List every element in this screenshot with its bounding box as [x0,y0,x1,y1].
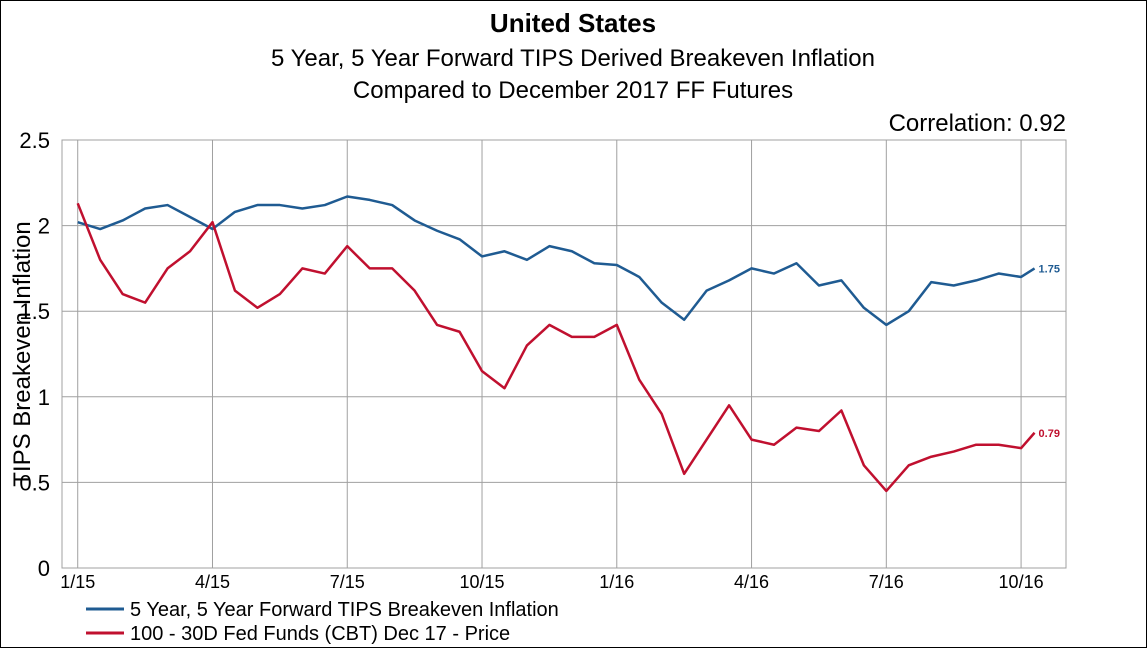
legend-label: 5 Year, 5 Year Forward TIPS Breakeven In… [130,599,559,621]
chart-title: United States [490,8,656,38]
value-label: 0.79 [1039,428,1060,440]
x-tick-label: 4/15 [195,572,230,592]
y-tick-label: 2.5 [19,128,50,153]
y-tick-label: 0 [38,556,50,581]
x-tick-label: 10/16 [999,572,1044,592]
y-tick-label: 1.5 [19,299,50,324]
y-tick-label: 2 [38,214,50,239]
x-tick-label: 10/15 [459,572,504,592]
x-tick-label: 4/16 [734,572,769,592]
x-tick-label: 7/16 [869,572,904,592]
x-tick-label: 1/16 [599,572,634,592]
value-label: 1.75 [1039,263,1060,275]
series-line [77,195,1036,327]
legend-label: 100 - 30D Fed Funds (CBT) Dec 17 - Price [130,623,510,645]
y-tick-label: 0.5 [19,470,50,495]
annotation: Correlation: 0.92 [889,110,1066,137]
x-tick-label: 7/15 [330,572,365,592]
y-axis-label: TIPS Breakeven Inflation [9,221,36,486]
series-line [76,202,1036,493]
x-tick-label: 1/15 [60,572,95,592]
y-tick-label: 1 [38,385,50,410]
chart-subtitle: 5 Year, 5 Year Forward TIPS Derived Brea… [271,45,875,72]
chart-subtitle: Compared to December 2017 FF Futures [353,77,793,104]
